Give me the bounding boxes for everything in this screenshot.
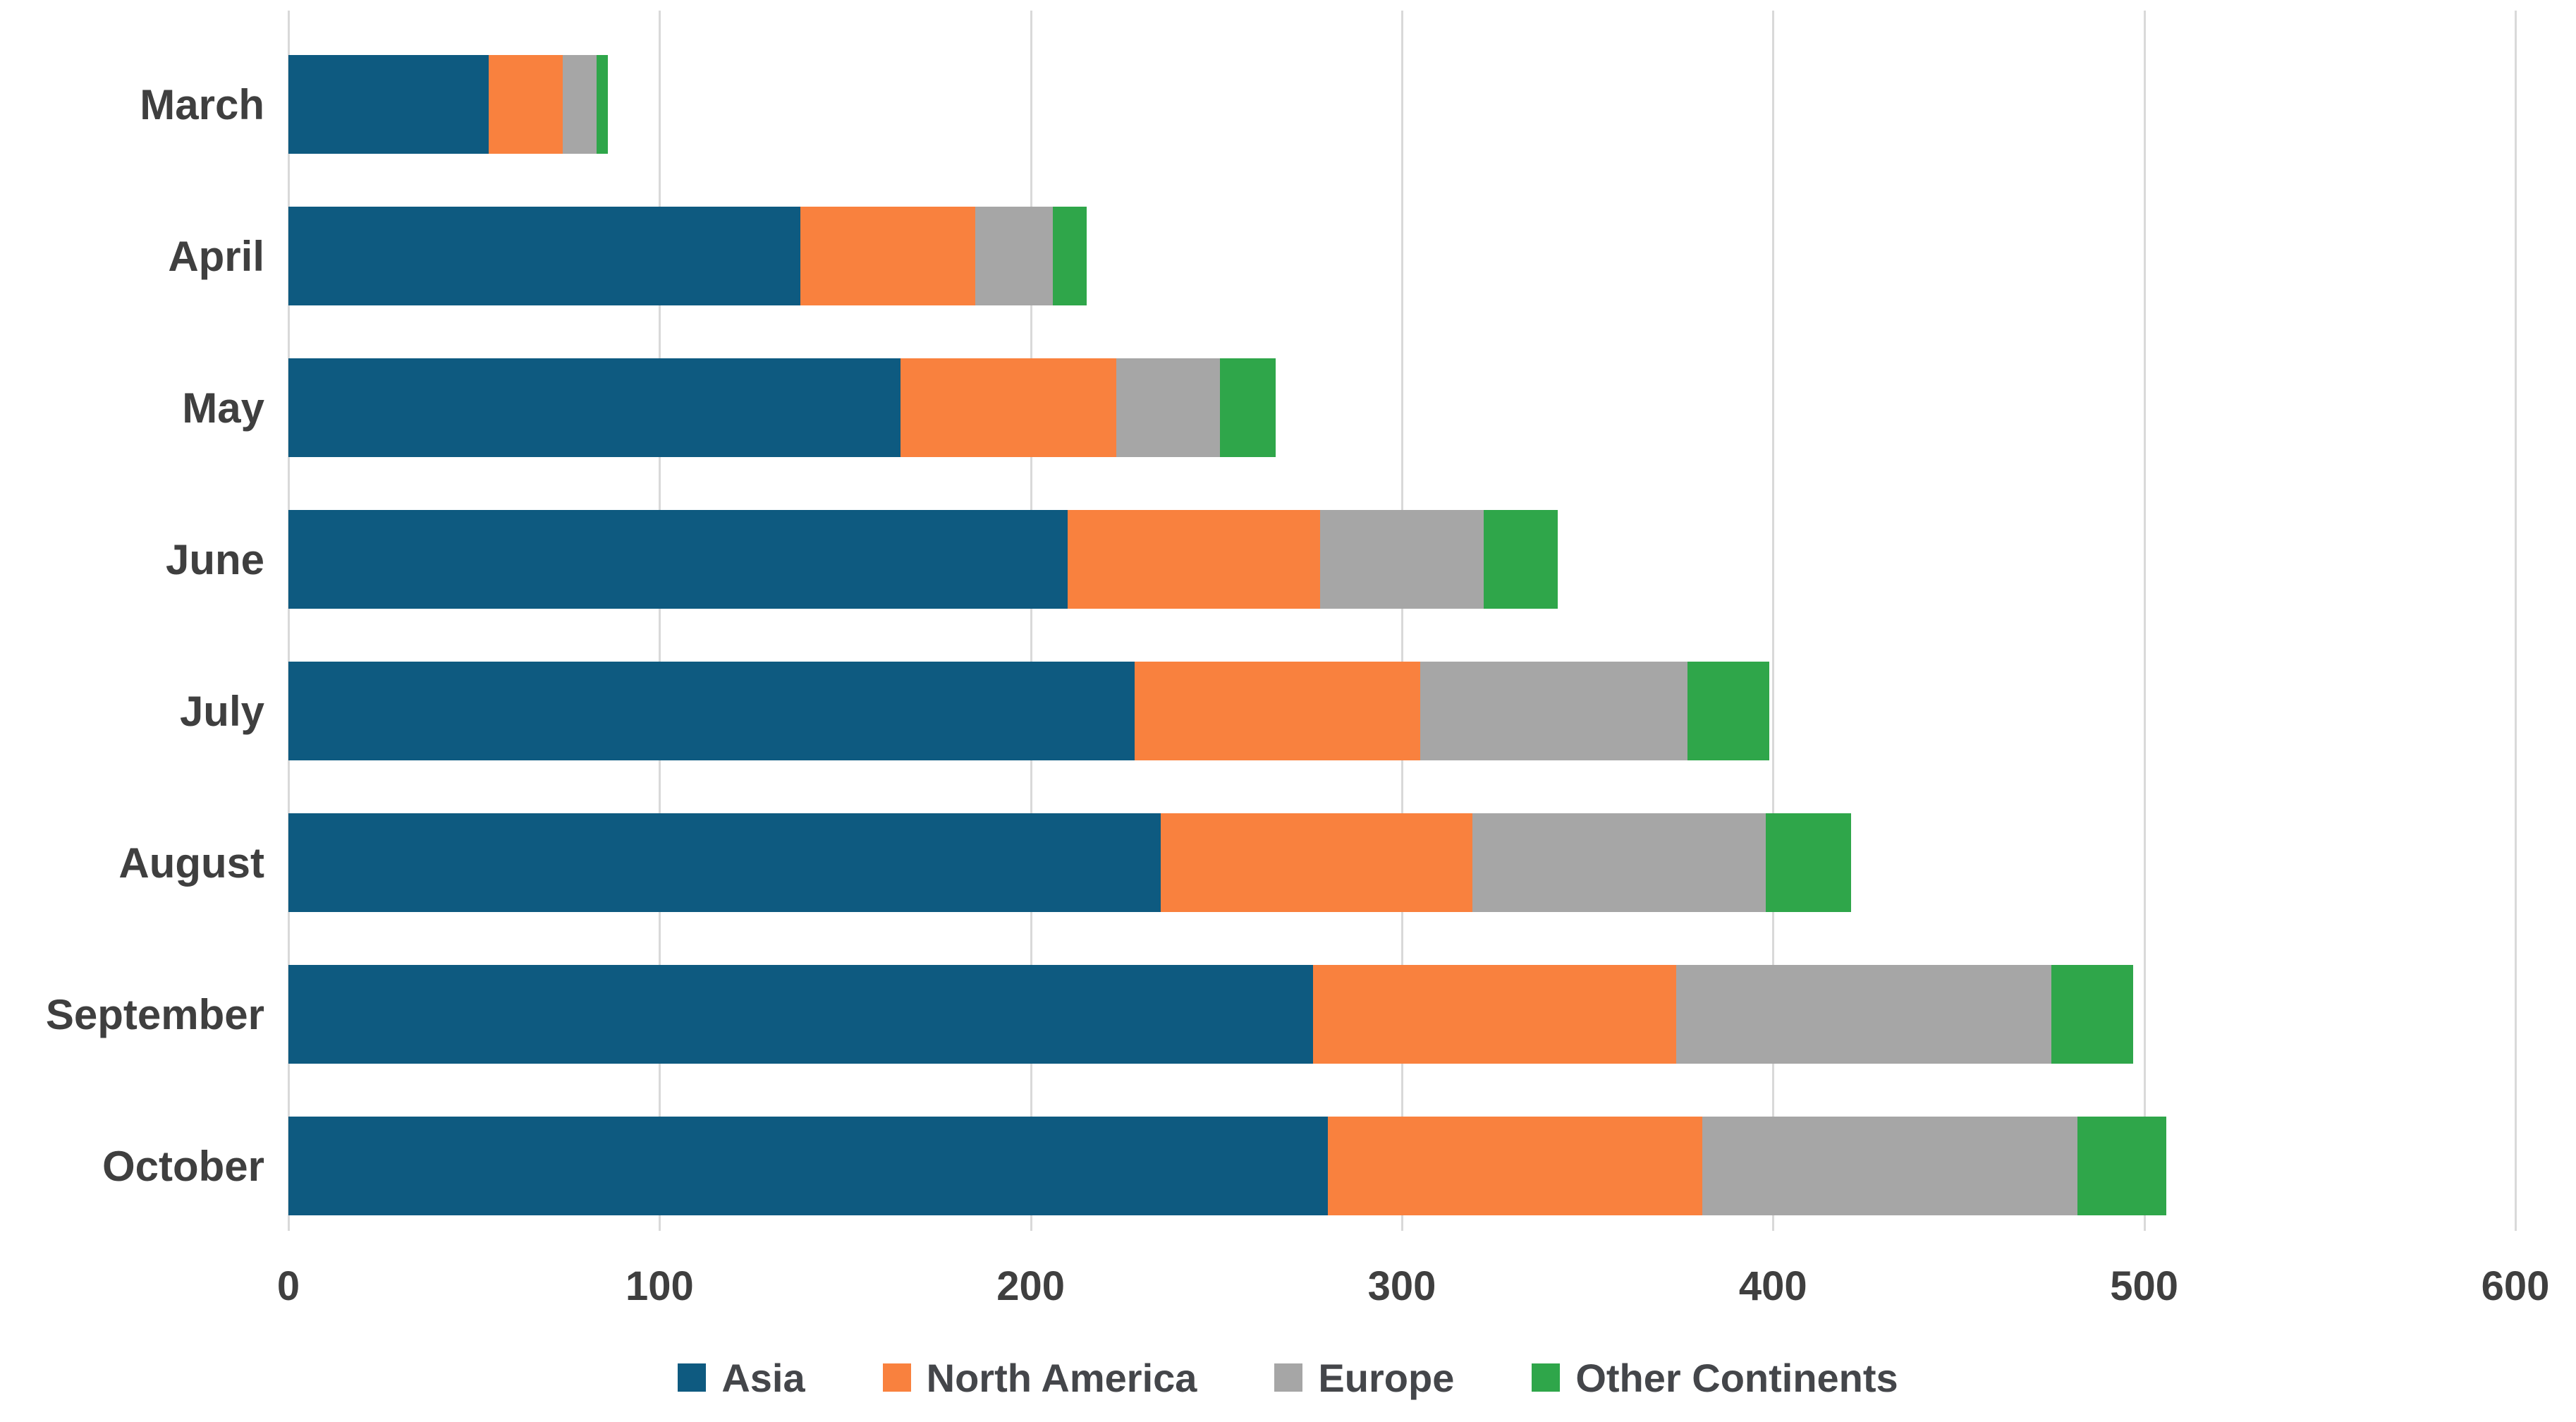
legend-marker-icon-europe <box>1274 1363 1303 1392</box>
bar-segment-europe-may <box>1116 358 1221 457</box>
x-axis-tick-label-500: 500 <box>2110 1263 2179 1309</box>
bar-segment-north-america-august <box>1160 813 1472 912</box>
bar-segment-asia-may <box>288 358 901 457</box>
bar-segment-north-america-september <box>1312 965 1677 1064</box>
y-axis-label-august: August <box>118 839 264 887</box>
legend-label-north-america: North America <box>926 1355 1197 1400</box>
x-axis-tick-label-200: 200 <box>996 1263 1066 1309</box>
gridline-x-0 <box>288 11 290 1231</box>
bar-segment-asia-april <box>288 207 801 305</box>
gridline-x-600 <box>2514 11 2517 1231</box>
bar-segment-europe-october <box>1702 1117 2077 1215</box>
bar-segment-europe-july <box>1420 662 1688 760</box>
legend-label-europe: Europe <box>1318 1355 1455 1400</box>
y-axis-label-july: July <box>179 687 264 735</box>
bar-segment-other-continents-october <box>2077 1117 2167 1215</box>
legend: Asia North America Europe Other Continents <box>0 1346 2576 1409</box>
x-axis-tick-label-300: 300 <box>1367 1263 1436 1309</box>
legend-item-asia: Asia <box>678 1355 805 1401</box>
bar-segment-other-continents-may <box>1220 358 1276 457</box>
y-axis-label-march: March <box>140 80 264 128</box>
gridline-x-500 <box>2143 11 2146 1231</box>
x-axis-tick-label-400: 400 <box>1738 1263 1807 1309</box>
bar-segment-asia-october <box>288 1117 1328 1215</box>
gridline-x-300 <box>1400 11 1403 1231</box>
bar-segment-europe-june <box>1320 510 1484 609</box>
x-axis-tick-label-100: 100 <box>625 1263 694 1309</box>
gridline-x-100 <box>659 11 661 1231</box>
bar-segment-other-continents-march <box>596 55 608 154</box>
bar-segment-north-america-october <box>1327 1117 1703 1215</box>
bar-segment-asia-march <box>288 55 489 154</box>
plot-area <box>288 11 2518 1231</box>
legend-marker-icon-asia <box>678 1363 707 1392</box>
x-axis-tick-label-600: 600 <box>2481 1263 2550 1309</box>
bar-segment-other-continents-september <box>2051 965 2133 1064</box>
y-axis-label-april: April <box>168 232 264 280</box>
bar-segment-north-america-may <box>901 358 1116 457</box>
bar-segment-europe-march <box>563 55 597 154</box>
legend-item-europe: Europe <box>1274 1355 1454 1401</box>
bar-segment-north-america-april <box>800 207 975 305</box>
bar-segment-asia-july <box>288 662 1135 760</box>
legend-label-asia: Asia <box>721 1355 805 1400</box>
y-axis-label-september: September <box>45 990 264 1038</box>
legend-label-other-continents: Other Continents <box>1575 1355 1898 1400</box>
bar-segment-other-continents-june <box>1483 510 1558 609</box>
bar-segment-north-america-march <box>489 55 563 154</box>
bar-segment-europe-april <box>975 207 1054 305</box>
legend-marker-icon-other-continents <box>1532 1363 1561 1392</box>
y-axis-label-june: June <box>165 535 264 583</box>
y-axis-label-may: May <box>182 384 264 432</box>
bar-segment-north-america-june <box>1068 510 1321 609</box>
y-axis-label-october: October <box>102 1142 264 1190</box>
bar-segment-asia-june <box>288 510 1068 609</box>
bar-segment-asia-august <box>288 813 1161 912</box>
legend-marker-icon-north-america <box>882 1363 911 1392</box>
gridline-x-200 <box>1030 11 1032 1231</box>
bar-segment-asia-september <box>288 965 1313 1064</box>
bar-segment-other-continents-april <box>1053 207 1087 305</box>
legend-item-other-continents: Other Continents <box>1532 1355 1898 1401</box>
bar-segment-north-america-july <box>1135 662 1421 760</box>
gridline-x-400 <box>1772 11 1775 1231</box>
bar-segment-europe-september <box>1676 965 2052 1064</box>
bar-segment-other-continents-august <box>1765 813 1851 912</box>
legend-item-north-america: North America <box>882 1355 1197 1401</box>
x-axis-tick-label-0: 0 <box>276 1263 300 1309</box>
bar-segment-other-continents-july <box>1687 662 1770 760</box>
bar-segment-europe-august <box>1472 813 1766 912</box>
